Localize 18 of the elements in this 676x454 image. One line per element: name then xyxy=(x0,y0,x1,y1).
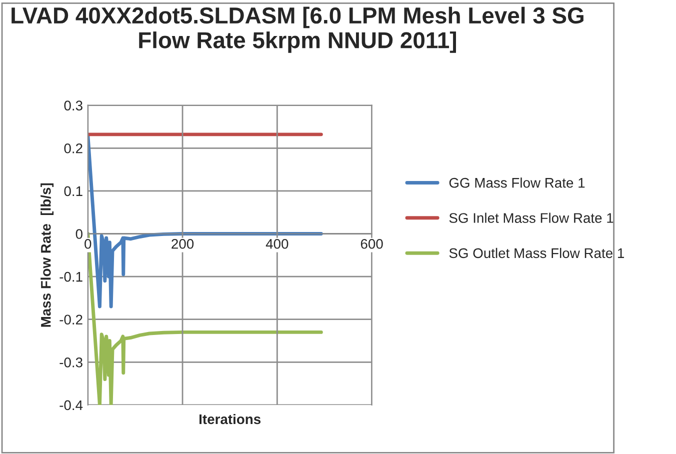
x-tick-label: 400 xyxy=(266,238,288,249)
y-tick-label: -0.3 xyxy=(60,357,82,368)
x-axis-title: Iterations xyxy=(200,414,261,424)
chart-title: LVAD 40XX2dot5.SLDASM [6.0 LPM Mesh Level 3 SG Flow Rate 5krpm NNUD 2011] xyxy=(12,6,584,53)
y-tick-label: 0.2 xyxy=(64,143,82,154)
y-tick-label: -0.4 xyxy=(60,400,83,410)
x-tick-label: 600 xyxy=(360,238,383,249)
y-axis-title: Mass Flow Rate [lb/s] xyxy=(40,183,54,327)
legend-label: SG Outlet Mass Flow Rate 1 xyxy=(449,248,624,258)
y-tick-label: 0.3 xyxy=(64,100,82,110)
legend-label: GG Mass Flow Rate 1 xyxy=(449,178,585,188)
x-tick-label: 200 xyxy=(172,238,194,249)
x-tick-label: 0 xyxy=(84,238,92,249)
y-tick-label: -0.2 xyxy=(60,314,82,325)
y-tick-label: 0.1 xyxy=(64,186,82,196)
legend-label: SG Inlet Mass Flow Rate 1 xyxy=(449,212,614,223)
y-tick-label: -0.1 xyxy=(60,272,82,282)
y-tick-label: 0 xyxy=(76,229,82,239)
